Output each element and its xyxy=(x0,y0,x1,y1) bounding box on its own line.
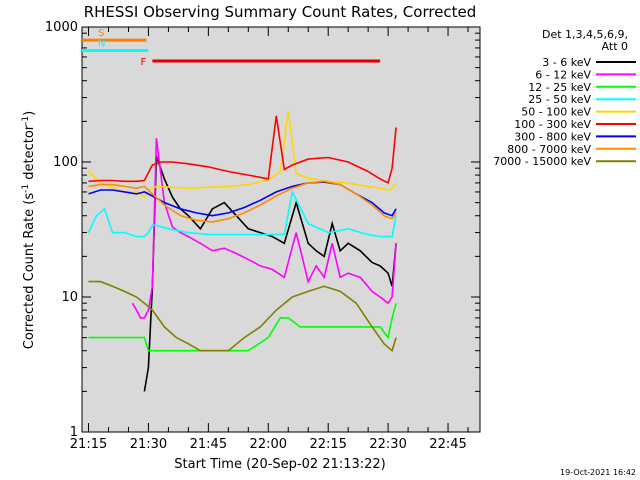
legend-label: 6 - 12 keV xyxy=(535,68,591,81)
x-tick-label: 22:30 xyxy=(369,437,406,452)
legend-label: 50 - 100 keV xyxy=(521,106,591,119)
legend-label: 12 - 25 keV xyxy=(528,81,591,94)
x-tick-label: 21:15 xyxy=(70,437,107,452)
legend-label: 3 - 6 keV xyxy=(542,56,591,69)
legend-label: 300 - 800 keV xyxy=(514,130,591,143)
y-axis-label: Corrected Count Rate (s-1 detector-1) xyxy=(21,111,37,349)
series-line xyxy=(131,138,397,319)
y-tick-label: 1 xyxy=(70,425,78,440)
flag-label: S xyxy=(98,28,104,39)
series-line xyxy=(88,180,397,223)
x-tick-label: 22:15 xyxy=(309,437,346,452)
flag-label: N xyxy=(98,38,105,49)
x-tick-label: 22:45 xyxy=(429,437,466,452)
y-axis-label-main: Corrected Count Rate (s xyxy=(22,193,37,350)
y-tick-label: 1000 xyxy=(45,20,78,35)
legend-header-line1: Det 1,3,4,5,6,9, xyxy=(542,28,628,41)
x-tick-label: 22:00 xyxy=(250,437,287,452)
y-tick-label: 100 xyxy=(53,155,78,170)
y-axis-label-exp1: -1 xyxy=(21,184,31,193)
footer-date: 19-Oct-2021 16:42 xyxy=(560,468,636,477)
y-axis-label-mid: detector xyxy=(22,124,37,184)
y-tick-label: 10 xyxy=(61,290,78,305)
legend-label: 25 - 50 keV xyxy=(528,93,591,106)
series-group xyxy=(82,38,397,392)
plot-area: 1 10 100 1000 21:15 21:30 21:45 22:00 22:15 22:30… xyxy=(45,20,481,452)
y-axis-label-end: ) xyxy=(22,111,37,116)
legend-label: 7000 - 15000 keV xyxy=(493,155,591,168)
flag-label: F xyxy=(140,57,146,68)
x-tick-label: 21:30 xyxy=(130,437,167,452)
series-line xyxy=(88,280,397,353)
y-axis-label-exp2: -1 xyxy=(21,116,31,125)
plot-frame xyxy=(81,26,481,433)
legend-label: 800 - 7000 keV xyxy=(507,143,591,156)
series-line xyxy=(88,115,397,185)
x-tick-label: 21:45 xyxy=(190,437,227,452)
legend-header-line2: Att 0 xyxy=(602,40,628,53)
series-line xyxy=(87,189,397,238)
series-line xyxy=(88,302,397,352)
x-axis-label: Start Time (20-Sep-02 21:13:22) xyxy=(174,457,385,472)
legend-label: 100 - 300 keV xyxy=(514,118,591,131)
series-line xyxy=(143,156,397,392)
chart-title: RHESSI Observing Summary Count Rates, Co… xyxy=(84,3,477,21)
